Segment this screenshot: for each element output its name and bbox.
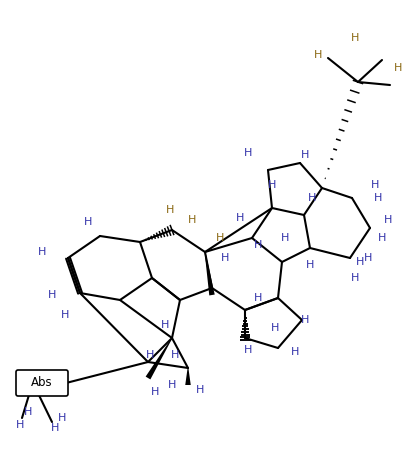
Text: H: H [378,233,386,243]
Text: H: H [166,205,174,215]
Text: H: H [301,150,309,160]
Text: H: H [38,247,46,257]
Polygon shape [146,338,172,380]
Text: H: H [236,213,244,223]
Text: H: H [48,290,56,300]
Text: H: H [188,215,196,225]
Text: H: H [51,423,59,433]
Text: H: H [301,315,309,325]
Text: H: H [291,347,299,357]
Polygon shape [185,368,191,385]
Text: H: H [281,233,289,243]
Text: H: H [16,420,24,430]
Text: H: H [351,273,359,283]
Text: H: H [351,33,359,43]
Text: H: H [244,345,252,355]
Text: H: H [151,387,159,397]
Text: H: H [216,233,224,243]
Text: Abs: Abs [31,376,53,390]
Text: H: H [171,350,179,360]
Text: H: H [306,260,314,270]
Text: H: H [146,350,154,360]
Text: H: H [161,320,169,330]
Text: H: H [314,50,322,60]
Polygon shape [205,252,215,295]
Text: H: H [24,407,32,417]
Text: H: H [84,217,92,227]
FancyBboxPatch shape [16,370,68,396]
Text: H: H [356,257,364,267]
Text: H: H [271,323,279,333]
Text: H: H [371,180,379,190]
Text: H: H [196,385,204,395]
Text: H: H [364,253,372,263]
Text: H: H [254,240,262,250]
Text: H: H [168,380,176,390]
Text: H: H [58,413,66,423]
Text: H: H [308,193,316,203]
Text: H: H [374,193,382,203]
Text: H: H [221,253,229,263]
Text: H: H [61,310,69,320]
Text: H: H [394,63,402,73]
Text: H: H [268,180,276,190]
Text: H: H [244,148,252,158]
Text: H: H [384,215,392,225]
Text: H: H [254,293,262,303]
